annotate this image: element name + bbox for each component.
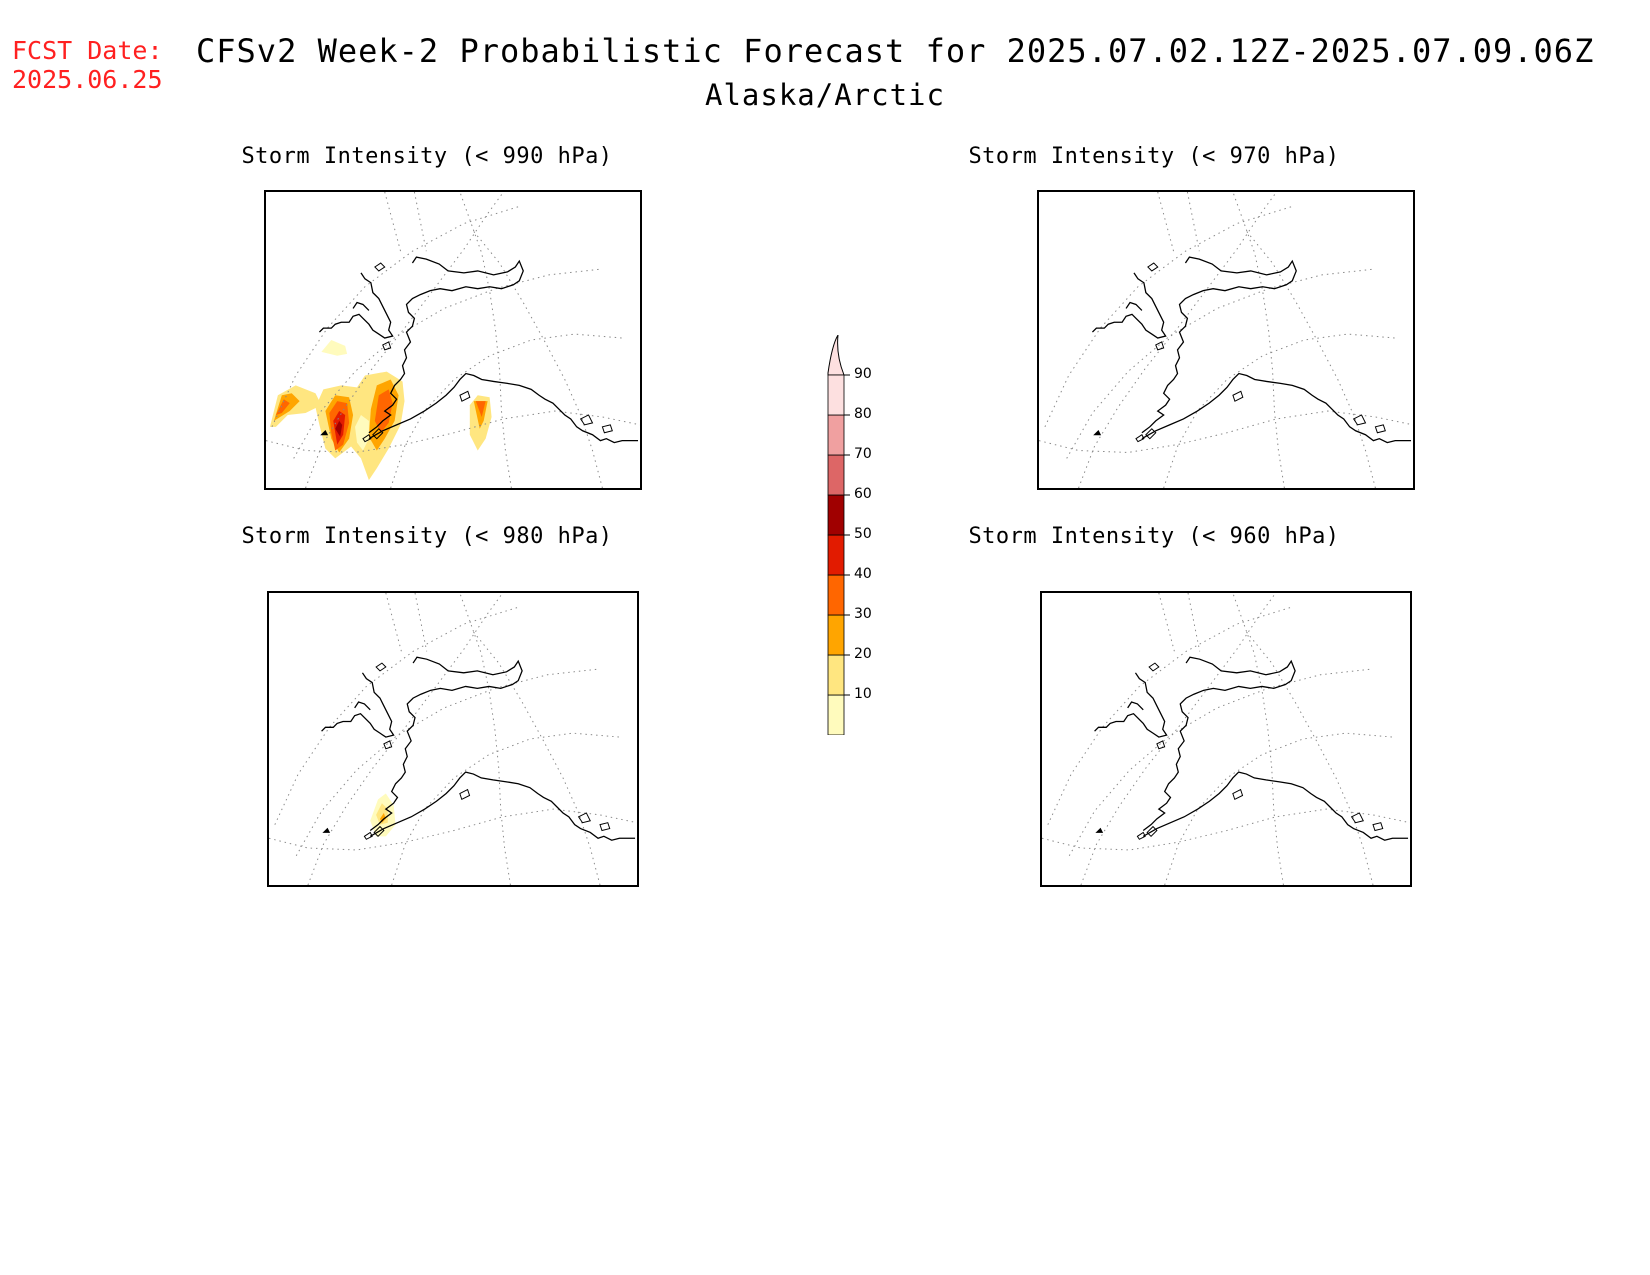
graticule-line [384, 192, 402, 252]
colorbar-segment [827, 574, 845, 616]
graticule-line [305, 192, 504, 488]
graticule-line [1232, 192, 1285, 488]
prob-area-30 [273, 393, 300, 421]
coastline [1127, 701, 1144, 711]
graticule-line [459, 593, 511, 885]
coastline [1142, 656, 1296, 831]
prob-area-10 [321, 340, 348, 356]
graticule-line [1186, 192, 1200, 252]
graticule-line [274, 606, 521, 825]
colorbar [827, 335, 850, 735]
forecast-date-block: FCST Date: 2025.06.25 [12, 36, 163, 94]
map-panel-980 [267, 591, 639, 887]
graticule-line [414, 593, 428, 652]
coastline [1091, 272, 1167, 339]
coastline [369, 656, 523, 831]
graticule-line [1232, 593, 1284, 885]
forecast-date-label: FCST Date: [12, 36, 163, 65]
colorbar-label: 30 [854, 606, 872, 622]
coastline [1141, 372, 1412, 444]
colorbar-segment [827, 534, 845, 576]
region-subtitle: Alaska/Arctic [705, 78, 945, 112]
colorbar-label: 70 [854, 446, 872, 462]
colorbar-segment [827, 614, 845, 656]
graticule-line [459, 192, 512, 488]
graticule-line [1039, 410, 1413, 453]
graticule-line [266, 410, 640, 453]
colorbar-label: 20 [854, 646, 872, 662]
prob-area-30 [379, 812, 386, 823]
graticule-line [307, 593, 504, 885]
panel-title-980: Storm Intensity (< 980 hPa) [241, 524, 613, 549]
graticule-line [1078, 192, 1277, 488]
page-title: CFSv2 Week-2 Probabilistic Forecast for … [196, 32, 1595, 70]
graticule-line [295, 668, 601, 857]
colorbar-segment [827, 374, 845, 416]
panel-title-990: Storm Intensity (< 990 hPa) [241, 144, 613, 169]
map-panel-960 [1040, 591, 1412, 887]
coastline [1094, 672, 1168, 738]
graticule-line [1047, 606, 1294, 825]
colorbar-segment [827, 414, 845, 456]
graticule-line [413, 192, 427, 252]
map-panel-990 [264, 190, 642, 490]
graticule-line [1080, 593, 1277, 885]
coastline [352, 301, 370, 311]
coastline [321, 672, 395, 738]
graticule-line [1158, 593, 1175, 652]
forecast-date-value: 2025.06.25 [12, 65, 163, 94]
graticule-line [1157, 192, 1175, 252]
coastline [1141, 256, 1297, 434]
colorbar-segment [827, 494, 845, 536]
colorbar-label: 10 [854, 686, 872, 702]
colorbar-label: 50 [854, 526, 872, 542]
colorbar-label: 60 [854, 486, 872, 502]
graticule-line [1068, 668, 1374, 857]
graticule-line [1042, 808, 1410, 851]
panel-title-970: Storm Intensity (< 970 hPa) [968, 144, 1340, 169]
colorbar-label: 40 [854, 566, 872, 582]
graticule-line [1187, 593, 1201, 652]
graticule-line [1066, 268, 1376, 459]
prob-area-60 [335, 420, 343, 437]
colorbar-label: 80 [854, 406, 872, 422]
graticule-line [473, 631, 601, 885]
colorbar-cap-top [827, 335, 845, 376]
coastline [354, 701, 371, 711]
coastline [318, 272, 394, 339]
colorbar-segment [827, 654, 845, 696]
prob-area-20 [269, 385, 322, 427]
graticule-line [1246, 631, 1374, 885]
colorbar-segment [827, 694, 845, 735]
graticule-line [1246, 231, 1376, 488]
alaska-map [266, 192, 640, 488]
colorbar-label: 90 [854, 366, 872, 382]
graticule-line [1044, 205, 1295, 428]
alaska-map [1039, 192, 1413, 488]
coastline [368, 256, 524, 434]
graticule-line [271, 205, 522, 428]
coastline [369, 771, 636, 841]
alaska-map [1042, 593, 1410, 885]
graticule-line [385, 593, 402, 652]
coastline [1142, 771, 1409, 841]
graticule-line [269, 808, 637, 851]
panel-title-960: Storm Intensity (< 960 hPa) [968, 524, 1340, 549]
prob-area-40 [475, 401, 486, 417]
coastline [368, 372, 639, 444]
prob-area-30 [473, 401, 488, 429]
coastline [1125, 301, 1143, 311]
alaska-map [269, 593, 637, 885]
colorbar-segment [827, 454, 845, 496]
map-panel-970 [1037, 190, 1415, 490]
graticule-line [473, 231, 603, 488]
